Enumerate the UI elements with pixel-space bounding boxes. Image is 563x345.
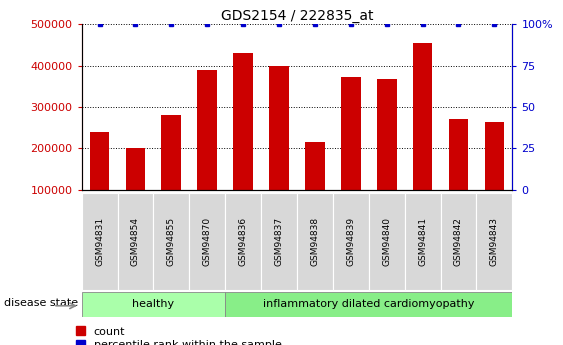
FancyBboxPatch shape (261, 193, 297, 290)
FancyBboxPatch shape (82, 292, 225, 317)
FancyBboxPatch shape (82, 193, 118, 290)
Bar (126, 148, 145, 190)
Text: GSM94831: GSM94831 (95, 217, 104, 266)
Text: GSM94838: GSM94838 (310, 217, 319, 266)
FancyBboxPatch shape (189, 193, 225, 290)
FancyBboxPatch shape (405, 193, 441, 290)
FancyBboxPatch shape (297, 193, 333, 290)
Bar (413, 43, 432, 190)
Text: GSM94839: GSM94839 (346, 217, 355, 266)
Bar (269, 66, 289, 190)
Bar (198, 70, 217, 190)
Bar (341, 77, 361, 190)
FancyBboxPatch shape (476, 193, 512, 290)
Text: GSM94842: GSM94842 (454, 217, 463, 266)
Bar (485, 122, 504, 190)
Bar (377, 79, 396, 190)
Bar (162, 115, 181, 190)
Text: GSM94843: GSM94843 (490, 217, 499, 266)
Text: GSM94870: GSM94870 (203, 217, 212, 266)
Bar (90, 132, 109, 190)
Text: GSM94840: GSM94840 (382, 217, 391, 266)
FancyBboxPatch shape (225, 193, 261, 290)
Bar (233, 53, 253, 190)
Text: GSM94854: GSM94854 (131, 217, 140, 266)
Text: GSM94836: GSM94836 (239, 217, 248, 266)
Bar (449, 119, 468, 190)
Text: GSM94841: GSM94841 (418, 217, 427, 266)
Text: GSM94837: GSM94837 (275, 217, 284, 266)
FancyBboxPatch shape (225, 292, 512, 317)
Text: disease state: disease state (4, 298, 78, 308)
Text: GSM94855: GSM94855 (167, 217, 176, 266)
FancyBboxPatch shape (369, 193, 405, 290)
FancyBboxPatch shape (153, 193, 189, 290)
Title: GDS2154 / 222835_at: GDS2154 / 222835_at (221, 9, 373, 23)
FancyBboxPatch shape (118, 193, 153, 290)
FancyBboxPatch shape (441, 193, 476, 290)
FancyBboxPatch shape (333, 193, 369, 290)
Text: inflammatory dilated cardiomyopathy: inflammatory dilated cardiomyopathy (263, 299, 475, 309)
Legend: count, percentile rank within the sample: count, percentile rank within the sample (76, 326, 282, 345)
Bar (305, 142, 325, 190)
Text: healthy: healthy (132, 299, 175, 309)
